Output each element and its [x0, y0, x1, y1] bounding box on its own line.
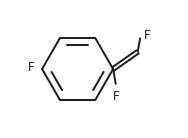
Text: F: F	[143, 29, 150, 42]
Text: F: F	[112, 90, 119, 103]
Text: F: F	[28, 61, 35, 74]
